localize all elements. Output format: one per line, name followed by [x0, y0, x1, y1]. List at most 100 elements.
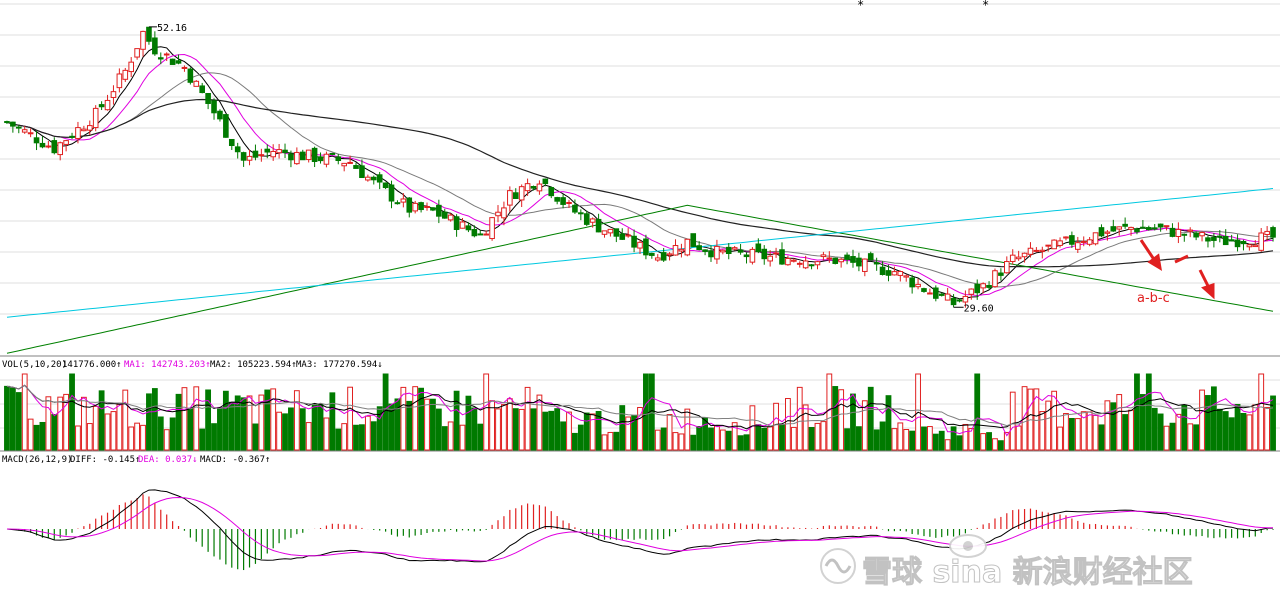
candle-body	[826, 257, 833, 260]
volume-bar	[418, 387, 424, 451]
volume-header-value: 141776.000↑	[62, 360, 122, 370]
candle-body	[802, 260, 809, 269]
candle-body	[146, 26, 152, 42]
volume-bar	[1240, 412, 1247, 451]
candle-body	[495, 211, 501, 217]
candle-body	[725, 246, 732, 254]
candle-body	[933, 287, 939, 299]
volume-bar	[240, 397, 247, 451]
volume-bar	[1080, 411, 1087, 451]
volume-bar	[932, 433, 939, 451]
candle-body	[678, 248, 685, 252]
volume-bar	[86, 423, 93, 451]
candle-body	[1098, 227, 1105, 237]
candle-body	[240, 152, 247, 161]
candle-body	[1140, 226, 1146, 229]
candle-body	[459, 221, 466, 229]
candle-body	[489, 217, 495, 240]
volume-bar	[589, 413, 596, 451]
volume-bar	[1258, 373, 1265, 451]
volume-bar	[885, 395, 892, 451]
candle-body	[814, 261, 821, 266]
volume-bar	[725, 430, 732, 451]
candle-body	[329, 152, 336, 155]
volume-bar	[690, 434, 697, 451]
candle-body	[1211, 236, 1217, 241]
candle-body	[471, 229, 478, 237]
volume-bar	[684, 408, 691, 451]
volume-bar	[826, 373, 833, 451]
volume-bar	[773, 402, 779, 451]
volume-bar	[643, 373, 649, 451]
candle-body	[583, 213, 590, 225]
candle-body	[353, 165, 359, 169]
volume-bar	[1039, 411, 1046, 451]
volume-header: VOL(5,10,20) 141776.000↑ MA1: 142743.203…	[2, 360, 383, 370]
volume-bar	[276, 411, 283, 451]
volume-header-ma1: MA1: 142743.203↑	[124, 360, 211, 370]
macd-dea-line	[6, 496, 1274, 562]
candle-body	[909, 277, 915, 288]
candle-body	[406, 197, 413, 213]
candle-body	[844, 254, 850, 260]
candle-body	[885, 270, 892, 276]
volume-bar	[625, 416, 632, 451]
volume-bar	[140, 424, 146, 451]
candle-body	[1080, 240, 1087, 243]
volume-bar	[1110, 402, 1117, 451]
volume-bar	[536, 394, 543, 451]
star-marker: *	[982, 0, 989, 12]
candle-body	[1092, 232, 1099, 245]
candle-body	[294, 151, 300, 165]
volume-bar	[246, 395, 253, 451]
volume-bar	[1163, 425, 1170, 451]
candle-body	[507, 190, 513, 206]
volume-bar	[944, 439, 951, 451]
volume-bar	[909, 430, 916, 451]
sina-eye-logo-icon	[949, 534, 987, 558]
volume-bar	[696, 425, 703, 451]
volume-bar	[802, 404, 809, 451]
volume-bar	[1045, 400, 1052, 451]
candle-body	[625, 234, 631, 237]
candle-body	[69, 135, 75, 138]
volume-bar	[607, 431, 614, 451]
candle-body	[400, 198, 407, 203]
volume-bar	[1068, 417, 1075, 451]
candle-body	[217, 110, 223, 120]
volume-bar	[512, 408, 519, 451]
candle-body	[512, 192, 519, 199]
candle-body	[1134, 228, 1140, 233]
candle-body	[1175, 228, 1182, 237]
candle-body	[607, 228, 614, 234]
candle-body	[714, 245, 720, 260]
macd-header-title: MACD(26,12,9)	[2, 455, 72, 465]
volume-bar	[1222, 411, 1229, 451]
candle-body	[737, 249, 744, 253]
volume-bar	[252, 423, 259, 451]
candle-body	[637, 241, 643, 249]
volume-bar	[323, 417, 330, 451]
volume-bar	[9, 387, 16, 451]
candle-body	[850, 256, 856, 263]
volume-bar	[654, 429, 661, 451]
candle-body	[938, 293, 945, 296]
candle-body	[968, 288, 975, 295]
volume-bar	[997, 440, 1004, 451]
volume-bar	[341, 423, 348, 451]
candle-body	[572, 204, 578, 213]
volume-bar	[270, 388, 277, 451]
candle-body	[974, 283, 981, 294]
candle-body	[779, 249, 785, 265]
volume-bar	[844, 428, 850, 451]
candle-body	[820, 254, 827, 258]
volume-bar	[577, 424, 584, 451]
volume-bar	[950, 426, 957, 451]
candle-body	[838, 258, 844, 263]
candle-body	[643, 238, 649, 256]
volume-bar	[1205, 395, 1211, 451]
candle-body	[98, 104, 105, 108]
candle-body	[891, 271, 898, 276]
candle-body	[347, 161, 353, 164]
high-price-label: 52.16	[157, 23, 187, 34]
